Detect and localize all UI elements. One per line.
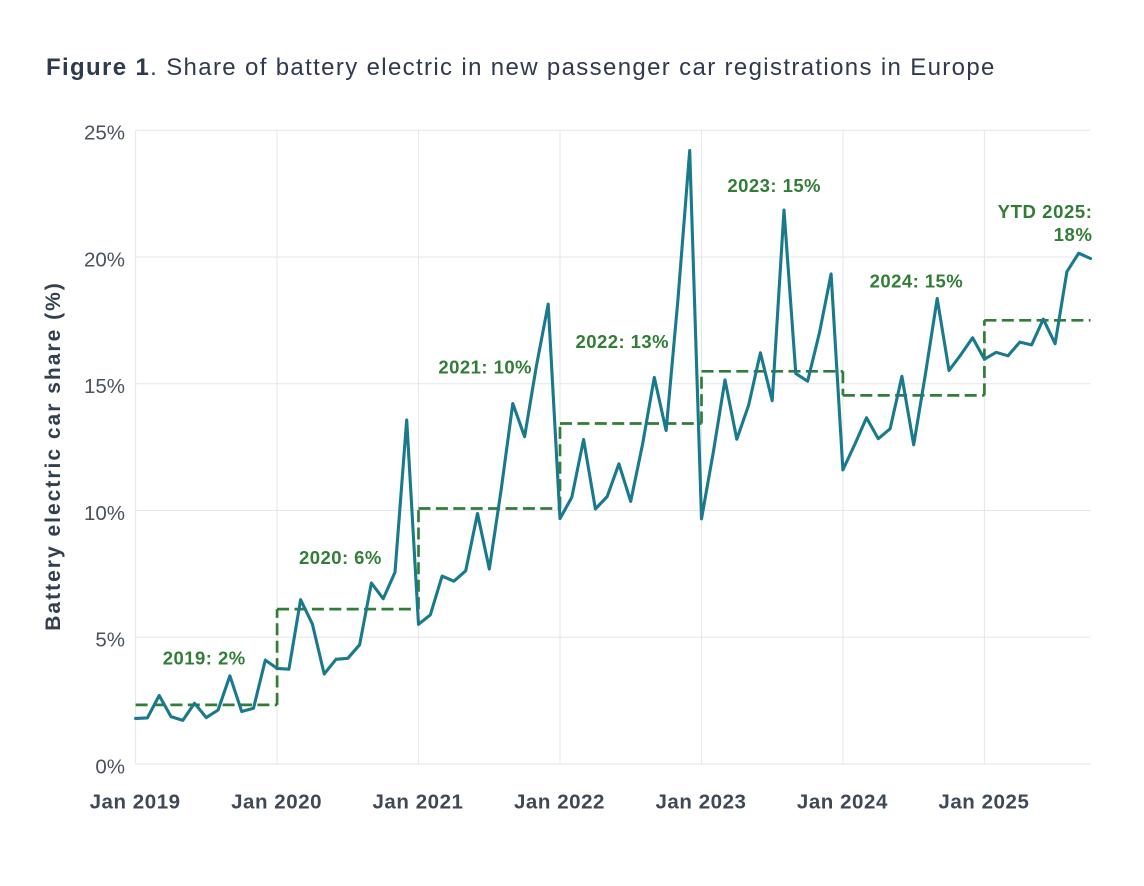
svg-text:0%: 0% (95, 756, 125, 779)
svg-text:18%: 18% (1054, 224, 1093, 245)
svg-text:2020: 6%: 2020: 6% (299, 547, 382, 568)
svg-text:2019: 2%: 2019: 2% (163, 648, 246, 669)
svg-text:Jan 2023: Jan 2023 (655, 791, 746, 814)
svg-text:20%: 20% (84, 249, 125, 272)
svg-text:2023: 15%: 2023: 15% (727, 175, 821, 196)
svg-text:25%: 25% (84, 122, 125, 145)
svg-text:2021: 10%: 2021: 10% (438, 357, 532, 378)
svg-text:Figure 1. Share of battery ele: Figure 1. Share of battery electric in n… (46, 54, 996, 81)
svg-text:Jan 2020: Jan 2020 (231, 791, 322, 814)
svg-text:5%: 5% (95, 629, 125, 652)
svg-text:Jan 2022: Jan 2022 (514, 791, 605, 814)
svg-text:10%: 10% (84, 502, 125, 525)
svg-text:Jan 2024: Jan 2024 (797, 791, 888, 814)
svg-text:Jan 2021: Jan 2021 (372, 791, 463, 814)
svg-text:Jan 2019: Jan 2019 (90, 791, 181, 814)
svg-text:YTD 2025:: YTD 2025: (998, 201, 1093, 222)
svg-text:15%: 15% (84, 375, 125, 398)
svg-text:Jan 2025: Jan 2025 (938, 791, 1029, 814)
svg-text:2022: 13%: 2022: 13% (576, 331, 670, 352)
svg-text:2024: 15%: 2024: 15% (870, 270, 964, 291)
svg-text:Battery electric car share (%): Battery electric car share (%) (42, 281, 65, 630)
